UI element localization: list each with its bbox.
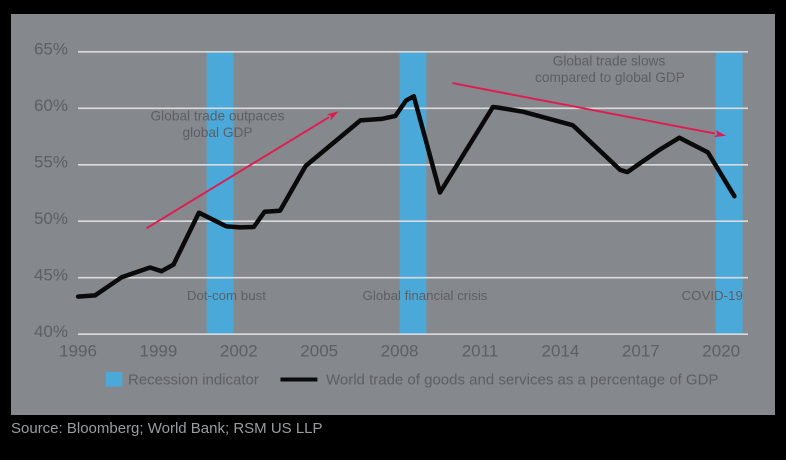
svg-text:2011: 2011 (462, 342, 499, 361)
svg-text:2008: 2008 (381, 342, 419, 361)
svg-text:1999: 1999 (139, 342, 177, 361)
svg-text:65%: 65% (34, 40, 68, 59)
svg-text:Global trade outpaces: Global trade outpaces (151, 109, 285, 124)
svg-text:compared to global GDP: compared to global GDP (535, 70, 685, 85)
svg-text:Global financial crisis: Global financial crisis (363, 288, 488, 303)
svg-text:Recession indicator: Recession indicator (128, 372, 259, 389)
svg-text:2017: 2017 (622, 342, 660, 361)
svg-text:global GDP: global GDP (183, 125, 253, 140)
svg-text:2002: 2002 (220, 342, 258, 361)
svg-text:Global trade slows: Global trade slows (553, 54, 666, 69)
svg-text:2005: 2005 (300, 342, 338, 361)
svg-text:60%: 60% (34, 96, 68, 115)
svg-text:1996: 1996 (59, 342, 97, 361)
svg-text:55%: 55% (34, 153, 68, 172)
svg-text:World trade of goods and servi: World trade of goods and services as a p… (326, 372, 718, 389)
svg-text:40%: 40% (34, 322, 68, 341)
svg-text:45%: 45% (34, 266, 68, 285)
svg-text:50%: 50% (34, 209, 68, 228)
svg-text:COVID-19: COVID-19 (682, 288, 743, 303)
svg-text:2014: 2014 (541, 342, 579, 361)
svg-text:2020: 2020 (702, 342, 740, 361)
svg-text:Dot-com bust: Dot-com bust (187, 288, 266, 303)
